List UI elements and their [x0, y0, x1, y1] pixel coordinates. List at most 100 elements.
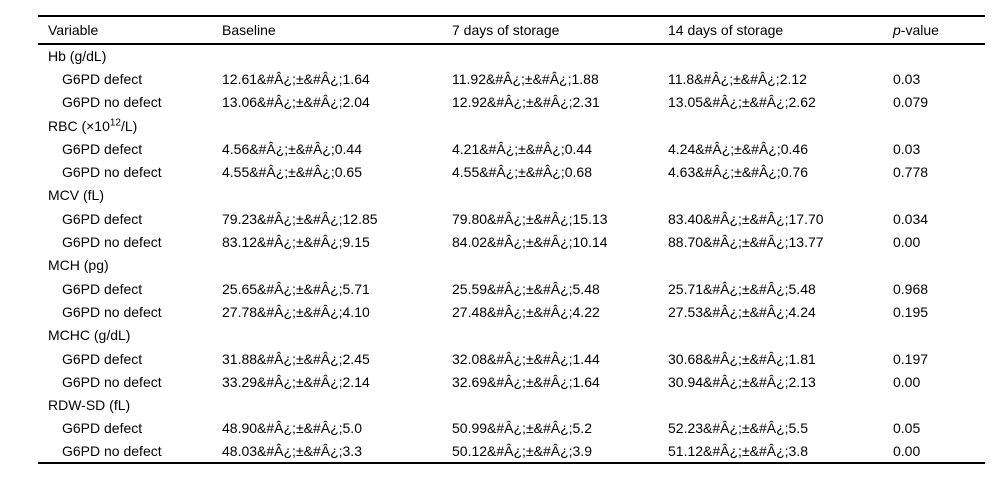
- hematology-storage-table: Variable Baseline 7 days of storage 14 d…: [38, 15, 985, 465]
- pvalue-cell: [893, 393, 985, 416]
- variable-label: RDW-SD (fL): [48, 397, 131, 414]
- table-row: MCV (fL): [38, 184, 985, 207]
- pvalue-cell: 0.05: [893, 420, 921, 437]
- variable-cell: G6PD no defect: [38, 370, 222, 393]
- variable-cell: G6PD no defect: [38, 160, 222, 183]
- day7-value-cell: [452, 393, 668, 416]
- day7-value-cell: 50.99&#Â¿;±&#Â¿;5.2: [452, 420, 592, 437]
- baseline-value-cell: 27.78&#Â¿;±&#Â¿;4.10: [222, 303, 370, 320]
- pvalue-cell: 0.00: [893, 373, 921, 390]
- variable-cell: G6PD defect: [38, 137, 222, 160]
- day7-value-cell: [452, 184, 668, 207]
- table-row: G6PD defect 79.23&#Â¿;±&#Â¿;12.85 79.80&…: [38, 207, 985, 230]
- variable-label: MCV (fL): [48, 187, 104, 204]
- table-row: G6PD defect 48.90&#Â¿;±&#Â¿;5.0 50.99&#Â…: [38, 417, 985, 440]
- day7-value-cell: 79.80&#Â¿;±&#Â¿;15.13: [452, 210, 608, 227]
- table-row: Hb (g/dL): [38, 44, 985, 67]
- col-header-variable: Variable: [38, 16, 222, 45]
- table-body: Hb (g/dL) G6PD defect 12.61&#Â¿;±&#Â¿;1.…: [38, 44, 985, 463]
- day14-value-cell: 51.12&#Â¿;±&#Â¿;3.8: [668, 443, 808, 460]
- variable-cell: G6PD no defect: [38, 440, 222, 463]
- baseline-value-cell: [222, 324, 452, 347]
- variable-cell: G6PD defect: [38, 347, 222, 370]
- variable-cell: G6PD defect: [38, 417, 222, 440]
- table-row: G6PD no defect 27.78&#Â¿;±&#Â¿;4.10 27.4…: [38, 300, 985, 323]
- variable-label: G6PD no defect: [62, 234, 162, 251]
- variable-cell: MCH (pg): [38, 254, 222, 277]
- day14-value-cell: 88.70&#Â¿;±&#Â¿;13.77: [668, 234, 824, 251]
- day7-value-cell: 4.55&#Â¿;±&#Â¿;0.68: [452, 164, 592, 181]
- variable-label: G6PD no defect: [62, 94, 162, 111]
- day7-value-cell: [452, 324, 668, 347]
- pvalue-cell: 0.197: [893, 350, 929, 367]
- variable-superscript: 12: [109, 116, 121, 128]
- day14-value-cell: [668, 184, 893, 207]
- variable-cell: MCV (fL): [38, 184, 222, 207]
- pvalue-cell: [893, 114, 985, 137]
- baseline-value-cell: [222, 184, 452, 207]
- baseline-value-cell: [222, 114, 452, 137]
- day7-value-cell: 84.02&#Â¿;±&#Â¿;10.14: [452, 234, 608, 251]
- day14-value-cell: 13.05&#Â¿;±&#Â¿;2.62: [668, 94, 816, 111]
- header-row: Variable Baseline 7 days of storage 14 d…: [38, 16, 985, 45]
- pvalue-cell: [893, 324, 985, 347]
- day7-value-cell: 12.92&#Â¿;±&#Â¿;2.31: [452, 94, 600, 111]
- variable-label: G6PD defect: [62, 420, 143, 437]
- table-row: RBC (×1012/L): [38, 114, 985, 137]
- baseline-value-cell: 79.23&#Â¿;±&#Â¿;12.85: [222, 210, 378, 227]
- baseline-value-cell: 12.61&#Â¿;±&#Â¿;1.64: [222, 70, 370, 87]
- baseline-value-cell: 4.56&#Â¿;±&#Â¿;0.44: [222, 140, 362, 157]
- baseline-value-cell: 48.90&#Â¿;±&#Â¿;5.0: [222, 420, 362, 437]
- variable-label: G6PD no defect: [62, 443, 162, 460]
- variable-label: G6PD defect: [62, 140, 143, 157]
- variable-cell: G6PD defect: [38, 277, 222, 300]
- col-header-14days: 14 days of storage: [668, 16, 893, 45]
- day7-value-cell: 27.48&#Â¿;±&#Â¿;4.22: [452, 303, 600, 320]
- day14-value-cell: 27.53&#Â¿;±&#Â¿;4.24: [668, 303, 816, 320]
- p-value-rest: -value: [900, 22, 939, 38]
- day14-value-cell: 52.23&#Â¿;±&#Â¿;5.5: [668, 420, 808, 437]
- table-row: MCHC (g/dL): [38, 324, 985, 347]
- pvalue-cell: 0.00: [893, 443, 921, 460]
- variable-cell: RDW-SD (fL): [38, 393, 222, 416]
- day14-value-cell: [668, 254, 893, 277]
- baseline-value-cell: 4.55&#Â¿;±&#Â¿;0.65: [222, 164, 362, 181]
- table-row: G6PD no defect 13.06&#Â¿;±&#Â¿;2.04 12.9…: [38, 91, 985, 114]
- table-row: G6PD defect 12.61&#Â¿;±&#Â¿;1.64 11.92&#…: [38, 67, 985, 90]
- day14-value-cell: [668, 324, 893, 347]
- variable-label: Hb (g/dL): [48, 48, 107, 65]
- col-header-pvalue: p-value: [893, 16, 985, 45]
- day14-value-cell: 30.68&#Â¿;±&#Â¿;1.81: [668, 350, 816, 367]
- day14-value-cell: [668, 44, 893, 67]
- variable-label: G6PD no defect: [62, 164, 162, 181]
- pvalue-cell: 0.968: [893, 280, 929, 297]
- pvalue-cell: 0.03: [893, 70, 921, 87]
- baseline-value-cell: [222, 393, 452, 416]
- day7-value-cell: 4.21&#Â¿;±&#Â¿;0.44: [452, 140, 592, 157]
- day14-value-cell: [668, 393, 893, 416]
- variable-label: G6PD defect: [62, 70, 143, 87]
- pvalue-cell: 0.00: [893, 234, 921, 251]
- pvalue-cell: [893, 254, 985, 277]
- pvalue-cell: [893, 184, 985, 207]
- day7-value-cell: 32.69&#Â¿;±&#Â¿;1.64: [452, 373, 600, 390]
- baseline-value-cell: 83.12&#Â¿;±&#Â¿;9.15: [222, 234, 370, 251]
- day7-value-cell: [452, 44, 668, 67]
- baseline-value-cell: 25.65&#Â¿;±&#Â¿;5.71: [222, 280, 370, 297]
- baseline-value-cell: [222, 44, 452, 67]
- day7-value-cell: 32.08&#Â¿;±&#Â¿;1.44: [452, 350, 600, 367]
- p-value-italic-p: p: [893, 22, 901, 38]
- variable-cell: G6PD no defect: [38, 230, 222, 253]
- variable-label: G6PD defect: [62, 350, 143, 367]
- baseline-value-cell: 48.03&#Â¿;±&#Â¿;3.3: [222, 443, 362, 460]
- variable-cell: G6PD no defect: [38, 300, 222, 323]
- variable-cell: Hb (g/dL): [38, 44, 222, 67]
- pvalue-cell: 0.079: [893, 94, 929, 111]
- table-row: G6PD defect 31.88&#Â¿;±&#Â¿;2.45 32.08&#…: [38, 347, 985, 370]
- variable-label: G6PD no defect: [62, 303, 162, 320]
- variable-label: MCHC (g/dL): [48, 327, 131, 344]
- variable-label: G6PD defect: [62, 210, 143, 227]
- pvalue-cell: [893, 44, 985, 67]
- day14-value-cell: 11.8&#Â¿;±&#Â¿;2.12: [668, 70, 807, 87]
